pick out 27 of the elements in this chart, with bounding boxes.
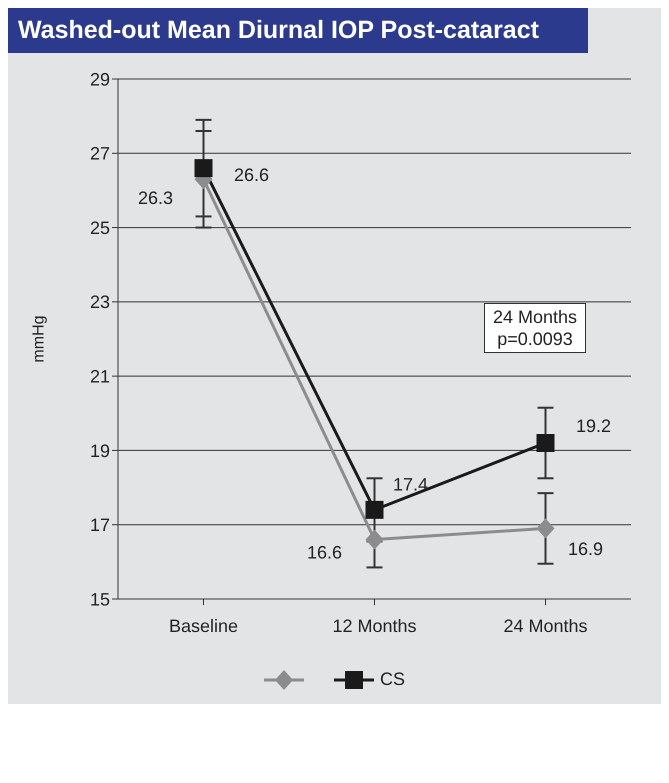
point: [366, 500, 384, 519]
y-tick-label: 19: [90, 440, 110, 461]
y-tick-label: 17: [90, 515, 110, 536]
data-label: 16.6: [306, 542, 342, 562]
y-tick-label: 21: [90, 366, 110, 387]
x-tick-label: 24 Months: [503, 616, 588, 636]
x-tick-label: 12 Months: [332, 616, 417, 636]
point: [366, 530, 384, 550]
annotation: p=0.0093: [496, 328, 574, 350]
y-tick-label: 25: [90, 218, 110, 238]
point: [536, 434, 554, 452]
y-tick-label: 15: [90, 589, 110, 610]
y-tick-label: 23: [90, 292, 110, 312]
data-label: 26.3: [138, 188, 174, 208]
point: [194, 159, 212, 178]
chart-title: Washed-out Mean Diurnal IOP Post-cataract: [8, 8, 588, 53]
x-tick-label: Baseline: [168, 616, 238, 636]
y-tick-label: 27: [90, 144, 110, 164]
legend-label: CS: [380, 669, 405, 690]
y-tick-label: 29: [90, 69, 110, 90]
data-label: 16.9: [568, 539, 604, 560]
data-label: 26.6: [234, 164, 270, 185]
y-axis-title: mmHg: [30, 315, 48, 363]
point: [536, 518, 554, 538]
data-label: 17.4: [392, 474, 428, 495]
data-label: 19.2: [576, 416, 612, 436]
annotation: 24 Months: [493, 306, 578, 328]
